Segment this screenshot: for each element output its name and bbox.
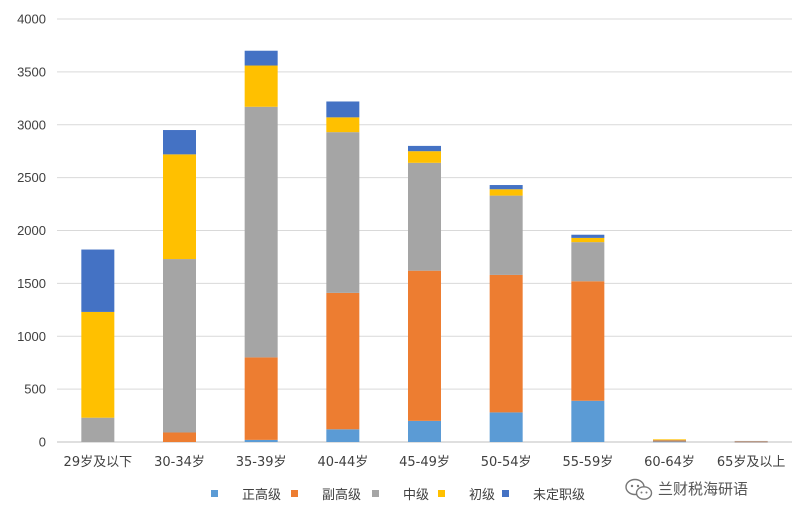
bar-segment-4-1 <box>81 311 115 418</box>
legend-label: 初级 <box>469 488 495 503</box>
x-tick-label: 30-34岁 <box>154 455 205 470</box>
y-tick-label: 1000 <box>17 329 46 344</box>
bar-segment-5-4 <box>326 101 360 118</box>
bar-segment-2-7 <box>571 281 605 401</box>
legend-swatch <box>291 490 298 497</box>
legend-swatch <box>211 490 218 497</box>
bar-segment-5-1 <box>81 249 115 312</box>
y-tick-label: 1500 <box>17 276 46 291</box>
legend-swatch <box>372 490 379 497</box>
bar-segment-5-5 <box>408 145 441 152</box>
x-tick-label: 50-54岁 <box>481 455 532 470</box>
bar-segment-1-5 <box>408 420 441 442</box>
bar-segment-2-6 <box>489 274 523 413</box>
y-tick-label: 500 <box>24 382 46 397</box>
bar-segment-4-5 <box>408 151 441 163</box>
legend-label: 未定职级 <box>533 488 585 503</box>
bar-segment-5-2 <box>163 130 196 155</box>
bar-segment-5-7 <box>571 234 605 238</box>
watermark-text: 兰财税海研语 <box>658 480 748 498</box>
y-tick-label: 2000 <box>17 223 46 238</box>
bar-segment-3-4 <box>326 132 360 293</box>
x-tick-label: 65岁及以上 <box>717 455 786 470</box>
wechat-icon <box>625 478 653 500</box>
x-tick-label: 60-64岁 <box>644 455 695 470</box>
bar-segment-4-8 <box>653 439 686 441</box>
bar-segment-3-6 <box>489 195 523 275</box>
bar-segment-4-4 <box>326 117 360 133</box>
bar-segment-3-8 <box>653 439 686 441</box>
bar-segment-4-2 <box>163 154 196 260</box>
bar-segment-2-9 <box>734 441 768 443</box>
y-tick-label: 3000 <box>17 117 46 132</box>
legend: 正高级 副高级 中级 初级 未定职级 <box>211 487 585 503</box>
y-tick-label: 3500 <box>17 64 46 79</box>
bar-segment-4-3 <box>244 65 278 107</box>
legend-swatch <box>502 490 509 497</box>
legend-label: 中级 <box>403 488 429 503</box>
legend-label: 副高级 <box>322 487 361 503</box>
bar-segment-1-8 <box>653 441 686 443</box>
x-tick-label: 45-49岁 <box>399 455 450 470</box>
y-tick-label: 2500 <box>17 170 46 185</box>
bar-segment-3-3 <box>244 106 278 358</box>
bar-segment-1-3 <box>244 439 278 442</box>
x-tick-label: 40-44岁 <box>317 455 368 470</box>
legend-label: 正高级 <box>242 487 281 503</box>
bar-segment-3-2 <box>163 259 196 433</box>
y-tick-label: 4000 <box>17 12 46 27</box>
watermark: 兰财税海研语 <box>625 478 748 500</box>
bar-segment-3-9 <box>734 440 768 442</box>
bar-segment-1-4 <box>326 429 360 442</box>
bar-segment-4-7 <box>571 237 605 243</box>
bar-segment-2-3 <box>244 357 278 440</box>
y-tick-label: 0 <box>39 435 46 450</box>
bar-segment-2-5 <box>408 270 441 421</box>
bar-segment-5-6 <box>489 185 523 190</box>
bar-segment-1-6 <box>489 412 523 442</box>
bar-segment-4-6 <box>489 189 523 196</box>
bar-segment-2-8 <box>653 440 686 442</box>
x-tick-label: 35-39岁 <box>236 455 287 470</box>
bar-segment-5-3 <box>244 50 278 66</box>
bar-segment-3-5 <box>408 162 441 271</box>
x-tick-label: 29岁及以下 <box>64 455 133 470</box>
bar-segment-2-4 <box>326 292 360 430</box>
legend-swatch <box>438 490 445 497</box>
category-labels: 29岁及以下 30-34岁 35-39岁 40-44岁 45-49岁 50-54岁 55-5… <box>64 455 786 470</box>
bar-segment-2-2 <box>163 432 196 442</box>
bar-segment-1-7 <box>571 400 605 442</box>
bars-layer <box>81 50 768 443</box>
x-tick-label: 55-59岁 <box>562 455 613 470</box>
bar-segment-3-1 <box>81 417 115 442</box>
bar-segment-3-7 <box>571 242 605 282</box>
